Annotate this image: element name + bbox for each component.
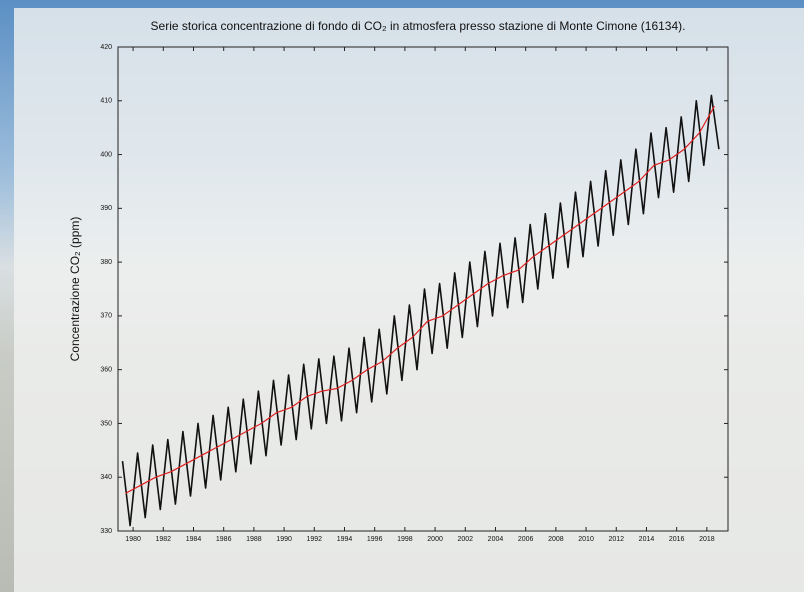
- x-tick-label: 2018: [699, 536, 715, 543]
- y-tick-label: 400: [100, 151, 112, 158]
- x-tick-label: 2010: [578, 536, 594, 543]
- y-tick-label: 330: [100, 528, 112, 535]
- x-tick-label: 1984: [186, 536, 202, 543]
- y-tick-label: 340: [100, 474, 112, 481]
- chart-title: Serie storica concentrazione di fondo di…: [151, 19, 686, 33]
- y-tick-label: 380: [100, 259, 112, 266]
- x-tick-label: 2012: [608, 536, 624, 543]
- x-tick-label: 2002: [457, 536, 473, 543]
- x-tick-label: 2006: [518, 536, 534, 543]
- x-tick-label: 2008: [548, 536, 564, 543]
- x-tick-label: 1994: [337, 536, 353, 543]
- series-line: [125, 105, 715, 494]
- x-tick-label: 2004: [488, 536, 504, 543]
- plot-frame: [117, 46, 729, 532]
- x-tick-label: 1988: [246, 536, 262, 543]
- y-tick-label: 390: [100, 205, 112, 212]
- x-tick-label: 1980: [125, 536, 141, 543]
- y-tick-label: 370: [100, 313, 112, 320]
- x-tick-label: 1982: [156, 536, 172, 543]
- x-tick-label: 1992: [306, 536, 322, 543]
- y-tick-label: 360: [100, 367, 112, 374]
- x-tick-label: 2000: [427, 536, 443, 543]
- y-tick-label: 410: [100, 98, 112, 105]
- x-tick-label: 1996: [367, 536, 383, 543]
- x-tick-label: 2016: [669, 536, 685, 543]
- x-tick-label: 1990: [276, 536, 292, 543]
- x-tick-label: 2014: [639, 536, 655, 543]
- background-veil: [14, 8, 804, 592]
- x-tick-label: 1986: [216, 536, 232, 543]
- y-tick-label: 350: [100, 420, 112, 427]
- y-tick-label: 420: [100, 44, 112, 51]
- x-tick-label: 1998: [397, 536, 413, 543]
- series-line: [121, 94, 720, 527]
- y-axis-label: Concentrazione CO₂ (ppm): [68, 217, 82, 362]
